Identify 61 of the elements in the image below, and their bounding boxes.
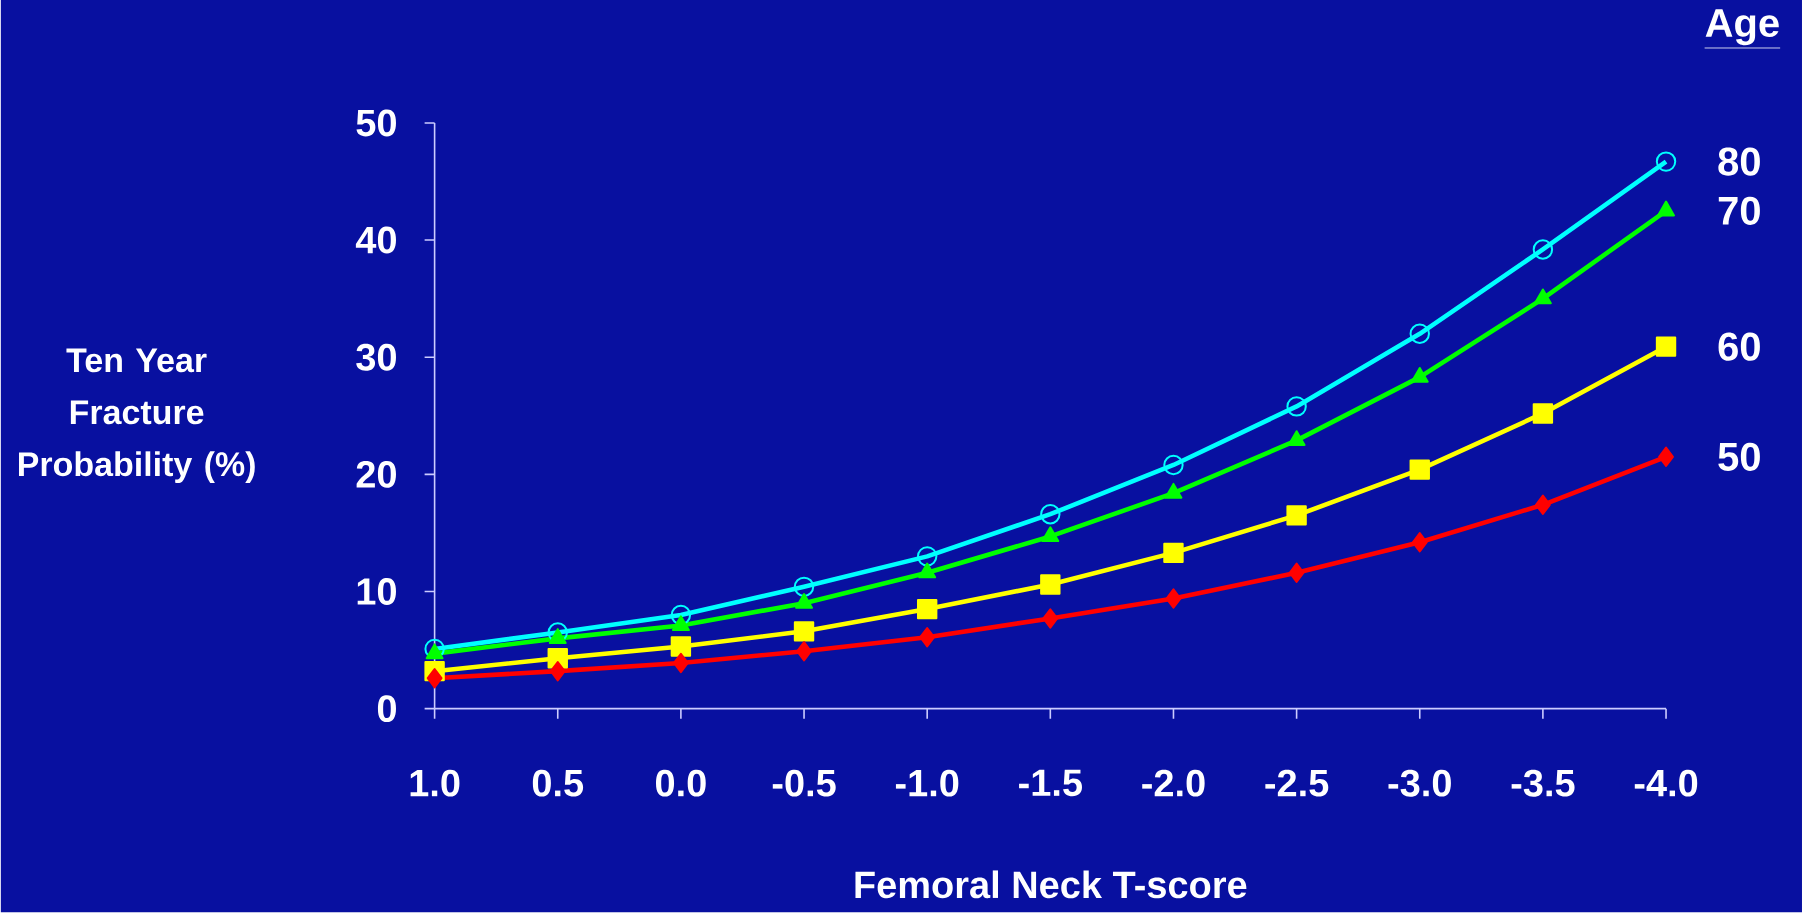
point — [547, 622, 568, 643]
point — [1286, 505, 1307, 526]
point — [425, 643, 444, 660]
point — [1165, 588, 1182, 609]
point — [1042, 608, 1059, 629]
point — [549, 661, 566, 682]
point — [1655, 151, 1677, 172]
x-tick-label: 0.0 — [656, 769, 706, 797]
point — [1288, 562, 1305, 584]
point — [1658, 446, 1674, 468]
y-tick-label: 20 — [356, 461, 396, 489]
x-tick-label: 1.0 — [410, 769, 460, 797]
point — [1163, 455, 1184, 476]
point — [1040, 504, 1061, 525]
series-label: 50 — [1718, 442, 1760, 472]
y-axis-title: Ten Year Fracture Probability (%) — [18, 348, 255, 484]
y-tick-label: 50 — [356, 109, 396, 137]
legend-title: Age — [1705, 9, 1779, 46]
y-tick-label: 30 — [356, 343, 396, 371]
point — [916, 599, 938, 620]
x-tick-label: -4.0 — [1634, 769, 1698, 797]
point — [1532, 239, 1554, 260]
x-tick-label: -3.0 — [1388, 769, 1451, 797]
x-tick-label: -3.5 — [1511, 769, 1575, 797]
point — [1409, 323, 1430, 345]
point — [916, 546, 938, 567]
point — [548, 628, 567, 645]
point — [795, 593, 814, 610]
point — [1655, 336, 1677, 358]
x-tick-label: -1.0 — [895, 769, 959, 797]
x-axis-title: Femoral Neck T-score — [855, 870, 1247, 899]
point — [670, 636, 692, 657]
point — [1287, 430, 1306, 447]
y-tick-label: 10 — [357, 578, 396, 606]
x-tick-label: 0.5 — [532, 769, 584, 797]
point — [1409, 459, 1430, 481]
point — [1040, 574, 1061, 595]
point — [673, 652, 689, 674]
x-tick-label: -2.5 — [1265, 769, 1329, 797]
point — [670, 604, 692, 626]
point — [1535, 494, 1551, 516]
point — [1411, 532, 1428, 553]
point — [671, 615, 690, 632]
point — [1041, 526, 1060, 543]
series-label: 70 — [1718, 196, 1760, 226]
point — [793, 576, 815, 598]
x-tick-label: -1.5 — [1019, 769, 1082, 797]
point — [1164, 483, 1183, 499]
point — [1286, 396, 1307, 417]
x-tick-label: -0.5 — [772, 769, 836, 797]
y-tick-label: 40 — [355, 226, 396, 254]
point — [1532, 403, 1554, 424]
point — [919, 627, 936, 648]
series-label: 80 — [1718, 147, 1760, 176]
point — [426, 668, 443, 689]
x-tick-label: -2.0 — [1142, 769, 1205, 797]
point — [796, 641, 812, 662]
y-tick-label: 0 — [377, 695, 396, 723]
point — [793, 621, 815, 642]
point — [1163, 542, 1184, 564]
series-label: 60 — [1718, 332, 1760, 362]
